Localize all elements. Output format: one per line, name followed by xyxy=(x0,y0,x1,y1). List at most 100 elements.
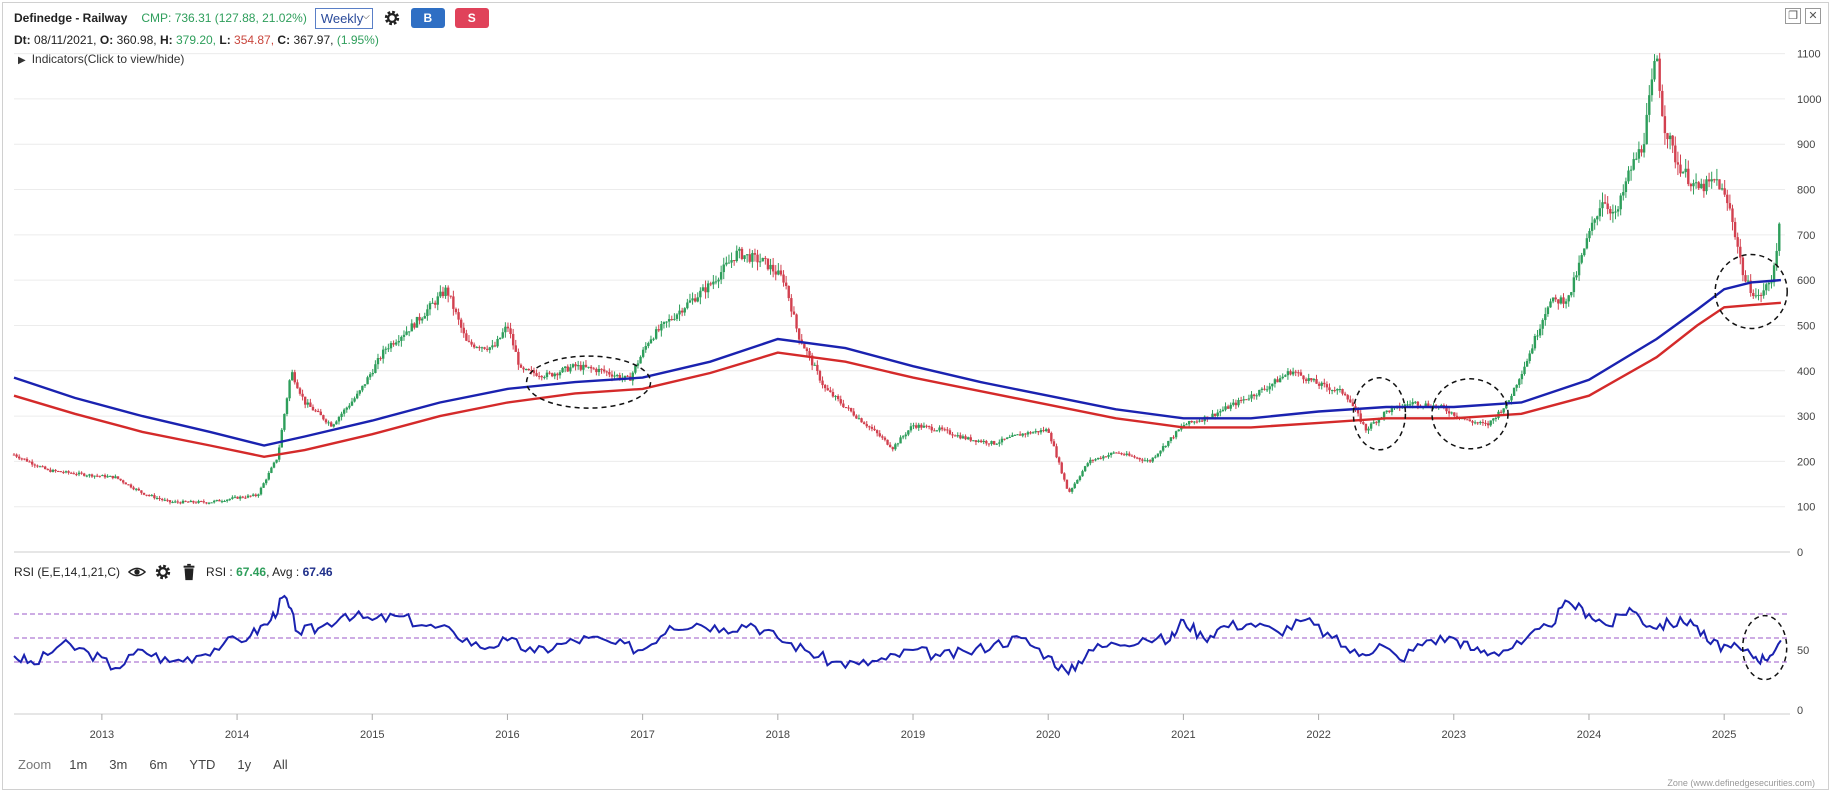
candle-body xyxy=(602,369,606,372)
candle-body xyxy=(121,480,125,483)
candle-body xyxy=(933,430,936,432)
candle-body xyxy=(1778,223,1781,251)
candle-body xyxy=(1161,446,1165,451)
candle-body xyxy=(1471,421,1474,423)
candle-body xyxy=(943,429,946,431)
candle-body xyxy=(647,343,650,347)
candle-body xyxy=(514,345,517,352)
candle-body xyxy=(1512,387,1516,396)
candle-body xyxy=(1702,183,1706,192)
candle-body xyxy=(1047,429,1050,433)
candle-body xyxy=(1320,382,1323,386)
candle-body xyxy=(524,368,528,370)
candle-body xyxy=(33,464,36,466)
candle-body xyxy=(155,497,159,499)
sell-button[interactable]: S xyxy=(454,8,489,28)
zoom-1m-button[interactable]: 1m xyxy=(69,757,88,772)
candle-body xyxy=(1486,423,1490,426)
eye-icon[interactable] xyxy=(128,563,147,581)
candle-body xyxy=(171,502,174,504)
candle-body xyxy=(1752,292,1755,297)
buy-button[interactable]: B xyxy=(410,8,445,28)
zoom-3m-button[interactable]: 3m xyxy=(109,757,128,772)
candle-body xyxy=(543,377,546,379)
candle-body xyxy=(803,343,806,349)
candle-body xyxy=(337,417,341,422)
candle-body xyxy=(712,281,715,285)
candle-body xyxy=(870,426,874,429)
candle-body xyxy=(766,258,770,270)
candle-body xyxy=(1073,483,1076,489)
candle-body xyxy=(358,390,361,394)
moving-average-slow-line xyxy=(13,301,1781,459)
zoom-6m-button[interactable]: 6m xyxy=(149,757,168,772)
candle-body xyxy=(1273,379,1277,384)
candle-body xyxy=(951,434,954,436)
annotation-circle xyxy=(1431,378,1509,450)
candle-body xyxy=(381,349,385,359)
candle-body xyxy=(431,302,434,304)
candle-body xyxy=(1044,429,1048,432)
candle-body xyxy=(1692,183,1695,187)
candle-body xyxy=(1609,209,1612,214)
candle-body xyxy=(1359,413,1362,423)
candle-body xyxy=(1757,294,1760,296)
zoom-all-button[interactable]: All xyxy=(273,757,288,772)
price-tick-label: 600 xyxy=(1797,275,1815,287)
trash-icon[interactable] xyxy=(180,563,198,581)
candle-body xyxy=(719,272,723,280)
candle-body xyxy=(1094,459,1097,461)
candle-body xyxy=(1128,453,1131,456)
candle-body xyxy=(397,340,400,343)
candle-body xyxy=(849,407,853,412)
candle-body xyxy=(163,499,166,501)
zoom-1y-button[interactable]: 1y xyxy=(237,757,252,772)
candle-body xyxy=(1224,406,1227,410)
candle-body xyxy=(1679,164,1682,174)
candle-body xyxy=(88,474,91,476)
candle-body xyxy=(184,500,187,502)
candle-body xyxy=(72,473,75,475)
close-icon[interactable]: ✕ xyxy=(1805,8,1821,24)
zoom-ytd-button[interactable]: YTD xyxy=(189,757,216,772)
candle-body xyxy=(982,440,985,443)
candle-body xyxy=(1312,379,1316,381)
candle-body xyxy=(1146,460,1149,462)
candle-body xyxy=(600,368,603,370)
candle-body xyxy=(254,494,257,496)
candle-body xyxy=(306,402,309,405)
candle-body xyxy=(618,375,621,379)
candle-body xyxy=(509,328,512,335)
candle-body xyxy=(1060,462,1063,474)
candle-body xyxy=(1271,383,1274,387)
candle-body xyxy=(1668,135,1672,140)
candle-body xyxy=(1107,455,1110,457)
candle-body xyxy=(54,469,57,472)
candle-body xyxy=(1037,431,1040,433)
gear-icon[interactable] xyxy=(383,9,401,27)
candle-body xyxy=(1117,452,1121,454)
candle-body xyxy=(160,498,164,500)
gear-icon[interactable] xyxy=(154,563,172,581)
candle-body xyxy=(1759,294,1763,296)
candle-body xyxy=(1018,434,1022,436)
candle-body xyxy=(745,254,749,256)
candle-body xyxy=(311,406,315,411)
candle-body xyxy=(1148,460,1152,462)
candle-body xyxy=(1564,301,1568,304)
restore-icon[interactable]: ❐ xyxy=(1785,8,1801,24)
rsi-avg-label: , Avg : xyxy=(266,565,300,579)
candle-body xyxy=(891,447,894,450)
timeframe-select[interactable]: Weekly ⌵ xyxy=(314,7,373,29)
candle-body xyxy=(592,368,595,370)
candle-body xyxy=(1232,402,1235,405)
candle-body xyxy=(761,257,764,262)
candle-body xyxy=(597,368,601,373)
candle-body xyxy=(1603,202,1607,204)
candle-body xyxy=(925,425,928,427)
candle-body xyxy=(582,364,585,370)
candle-body xyxy=(1697,182,1700,189)
indicators-toggle[interactable]: ▶ Indicators(Click to view/hide) xyxy=(18,52,184,66)
candle-body xyxy=(1096,457,1100,460)
candle-body xyxy=(660,323,663,331)
